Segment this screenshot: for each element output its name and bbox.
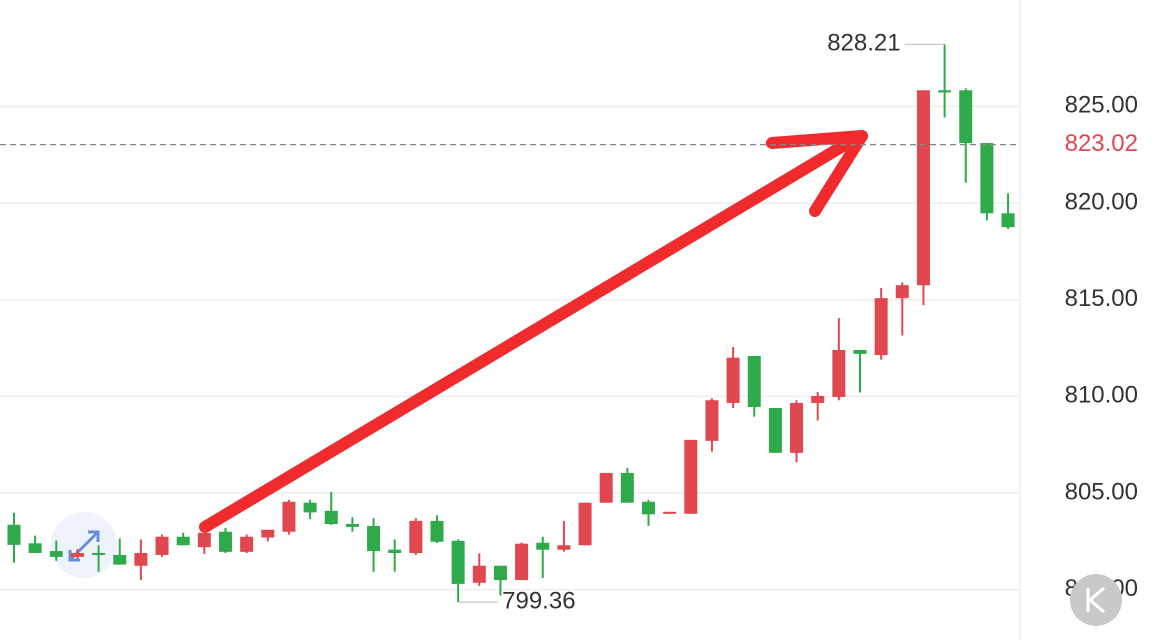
candle-body (409, 520, 423, 553)
y-tick-label: 805.00 (1065, 478, 1138, 505)
tool-icon[interactable] (51, 512, 117, 578)
y-tick-label: 815.00 (1065, 285, 1138, 312)
candle-body (663, 511, 677, 514)
k-button[interactable] (1070, 574, 1122, 626)
candle-body (895, 285, 909, 299)
candle-body (853, 349, 867, 354)
candle-body (536, 542, 550, 550)
candle-body (70, 552, 84, 557)
min-label: 799.36 (502, 587, 575, 614)
candle-body (493, 565, 507, 581)
candle-body (599, 472, 613, 503)
candle-body (916, 90, 930, 286)
candle-body (980, 143, 994, 214)
candle-body (28, 543, 42, 553)
candle-body (219, 531, 232, 552)
candle-body (240, 536, 254, 552)
candle-body (642, 501, 655, 515)
candle-body (1001, 213, 1015, 228)
y-tick-label: 810.00 (1065, 382, 1138, 409)
annotation-arrow (199, 130, 868, 533)
candle-body (92, 552, 106, 555)
candle-body (430, 520, 444, 542)
candle-body (684, 439, 698, 514)
candle-body (113, 554, 127, 565)
candle-body (620, 472, 634, 503)
candle-body (768, 407, 782, 453)
candle-body (388, 549, 402, 553)
candle-body (155, 536, 169, 555)
candle-body (959, 90, 973, 144)
candle-body (197, 532, 211, 548)
candle-body (938, 90, 952, 93)
candle-body (557, 545, 571, 550)
candle-body (367, 525, 381, 552)
candle-body (451, 540, 465, 584)
candle-body (345, 523, 359, 527)
candle-body (324, 510, 338, 524)
max-label: 828.21 (827, 30, 900, 57)
y-tick-label: 825.00 (1065, 92, 1138, 119)
candle-body (282, 501, 296, 532)
candle-body (874, 298, 888, 355)
candle-body (705, 400, 719, 441)
candle-body (7, 524, 21, 545)
candle-body (578, 502, 592, 546)
candle-body (261, 529, 275, 538)
candle-body (747, 355, 761, 408)
candle-body (726, 357, 740, 403)
candle-body (472, 565, 486, 583)
candle-body (49, 551, 63, 557)
candle-body (832, 349, 846, 397)
last-price-label: 823.02 (1065, 130, 1138, 157)
candle-body (176, 536, 190, 546)
candle-body (303, 502, 317, 513)
candle-body (515, 543, 529, 581)
candle-body (134, 552, 148, 566)
candle-body (811, 395, 825, 403)
candle-body (790, 402, 804, 453)
y-tick-label: 820.00 (1065, 188, 1138, 215)
